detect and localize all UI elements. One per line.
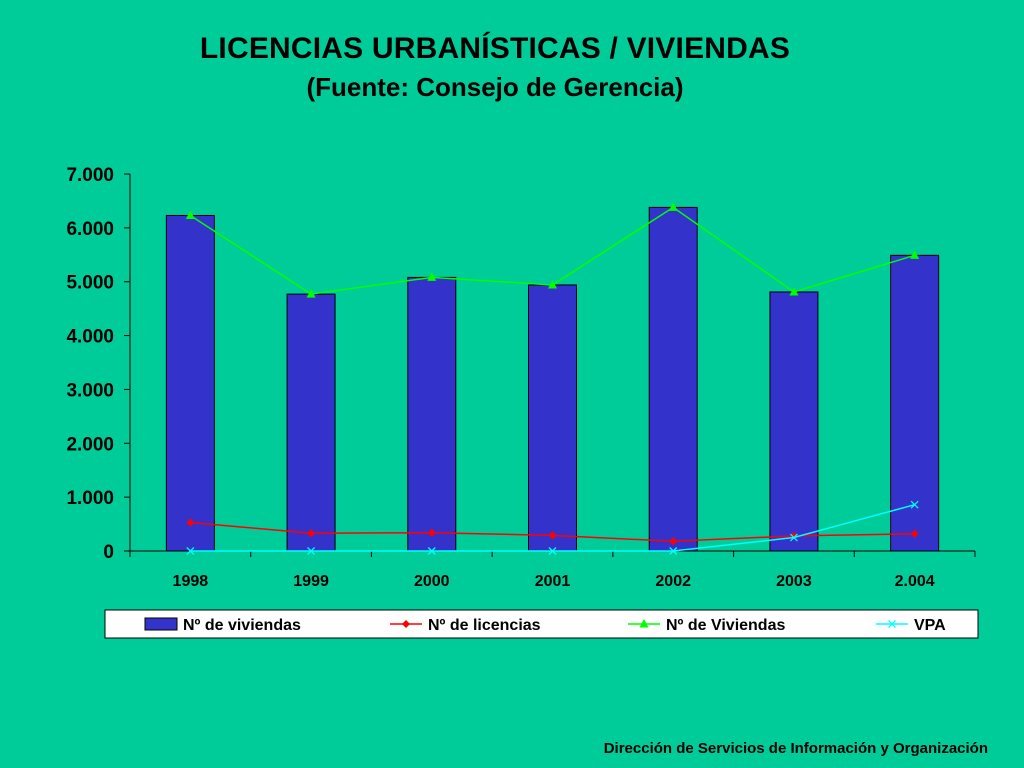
- legend-marker: [639, 619, 649, 628]
- footer-text: Dirección de Servicios de Información y …: [603, 740, 988, 757]
- data-point: [669, 547, 678, 555]
- data-point: [186, 518, 195, 527]
- x-tick-label: 1999: [293, 573, 329, 590]
- y-tick-label: 2.000: [66, 434, 114, 455]
- data-point: [427, 547, 436, 555]
- data-point: [910, 250, 920, 259]
- y-tick-label: 6.000: [66, 219, 114, 240]
- data-point: [185, 210, 195, 219]
- legend-label: Nº de licencias: [428, 617, 541, 634]
- line-series: [185, 202, 920, 555]
- x-tick-label: 2001: [535, 573, 571, 590]
- bar-series: [165, 206, 940, 552]
- data-point: [307, 547, 316, 555]
- y-tick-label: 1.000: [66, 488, 114, 509]
- chart-legend: Nº de viviendas Nº de licencias Nº de Vivi…: [104, 609, 979, 639]
- data-point: [306, 289, 316, 298]
- data-point: [548, 547, 557, 555]
- x-tick-label: 2003: [776, 573, 812, 590]
- bar: [890, 254, 940, 552]
- x-tick-label: 1998: [173, 573, 209, 590]
- chart-title: LICENCIAS URBANÍSTICAS / VIVIENDAS: [199, 32, 791, 65]
- bar: [165, 214, 215, 552]
- legend-marker: [888, 620, 896, 628]
- chart-subtitle: (Fuente: Consejo de Gerencia): [306, 72, 684, 102]
- data-point: [307, 529, 316, 538]
- data-point: [669, 537, 678, 546]
- legend-label: Nº de Viviendas: [666, 617, 785, 634]
- legend-label: VPA: [914, 617, 946, 634]
- bar: [528, 284, 577, 552]
- data-point: [789, 286, 799, 296]
- y-tick-label: 4.000: [66, 327, 114, 348]
- legend-marker: [402, 620, 410, 628]
- data-point: [910, 500, 919, 509]
- y-tick-label: 7.000: [66, 165, 114, 186]
- data-point: [910, 529, 919, 538]
- chart-axes: 0 1.000 2.000 3.000 4.000 5.000 6.000 7.000 1998…: [66, 165, 976, 590]
- x-tick-label: 2000: [414, 573, 450, 590]
- bar: [286, 293, 336, 552]
- legend-swatch: [144, 617, 178, 631]
- data-point: [668, 202, 678, 211]
- legend-box: [104, 609, 979, 639]
- legend-label: Nº de viviendas: [183, 617, 301, 634]
- y-tick-label: 5.000: [66, 273, 114, 294]
- x-tick-label: 2002: [655, 573, 691, 590]
- data-point: [427, 528, 436, 537]
- bar: [769, 291, 819, 552]
- data-point: [186, 547, 195, 555]
- bar: [407, 276, 457, 552]
- y-tick-label: 3.000: [66, 380, 114, 401]
- x-tick-label: 2.004: [895, 573, 935, 590]
- data-point: [789, 533, 798, 542]
- data-point: [427, 272, 437, 281]
- data-point: [548, 531, 557, 540]
- bar: [648, 206, 698, 552]
- data-point: [548, 279, 557, 289]
- y-tick-label: 0: [103, 542, 114, 563]
